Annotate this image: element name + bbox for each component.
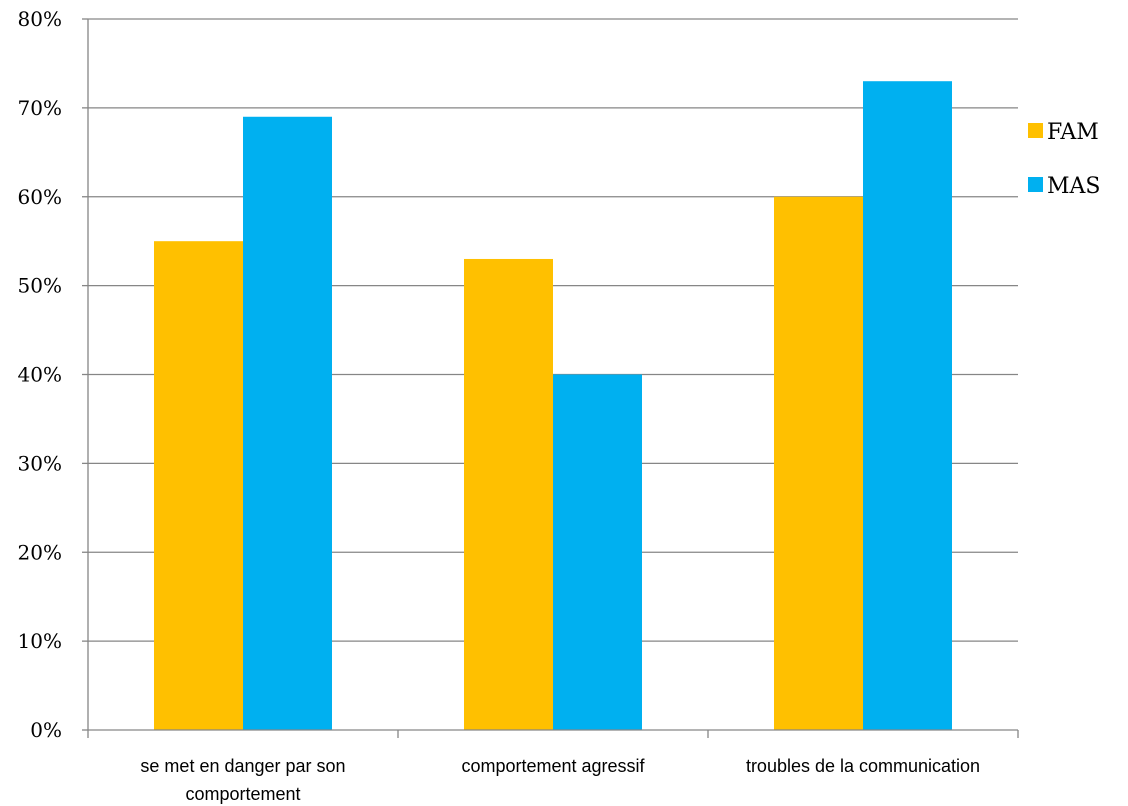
y-tick-label: 70% bbox=[18, 96, 62, 120]
y-tick-label: 30% bbox=[18, 451, 62, 475]
x-tick-label-line: comportement bbox=[185, 784, 300, 804]
x-tick-label-line: comportement agressif bbox=[461, 756, 645, 776]
y-tick-label: 40% bbox=[18, 363, 62, 387]
y-tick-label: 80% bbox=[18, 7, 62, 31]
x-tick-label: comportement agressif bbox=[461, 756, 645, 776]
x-tick-label-line: se met en danger par son bbox=[140, 756, 345, 776]
legend-label-fam: FAM bbox=[1047, 120, 1099, 145]
bars bbox=[154, 81, 952, 730]
axes bbox=[82, 18, 1019, 738]
y-tick-label: 20% bbox=[18, 540, 62, 564]
y-tick-label: 10% bbox=[18, 629, 62, 653]
x-tick-labels: se met en danger par son comportement comp… bbox=[140, 756, 980, 804]
bar-mas-0 bbox=[243, 116, 332, 730]
x-tick-label-line: troubles de la communication bbox=[746, 756, 980, 776]
x-tick-label: se met en danger par son comportement bbox=[140, 756, 345, 804]
bar-mas-1 bbox=[553, 374, 642, 730]
y-tick-labels: 0% 10% 20% 30% 40% 50% 60% 70% 80% bbox=[18, 7, 62, 742]
legend-label-mas: MAS bbox=[1047, 174, 1101, 199]
legend-swatch-fam bbox=[1028, 123, 1043, 138]
bar-fam-1 bbox=[464, 258, 553, 730]
x-tick-label: troubles de la communication bbox=[746, 756, 980, 776]
bar-fam-2 bbox=[774, 196, 863, 730]
legend-swatch-mas bbox=[1028, 177, 1043, 192]
y-tick-label: 60% bbox=[18, 185, 62, 209]
bar-fam-0 bbox=[154, 241, 243, 730]
y-tick-label: 0% bbox=[30, 718, 62, 742]
y-tick-label: 50% bbox=[18, 274, 62, 298]
legend: FAM MAS bbox=[1028, 120, 1101, 199]
bar-mas-2 bbox=[863, 81, 952, 730]
